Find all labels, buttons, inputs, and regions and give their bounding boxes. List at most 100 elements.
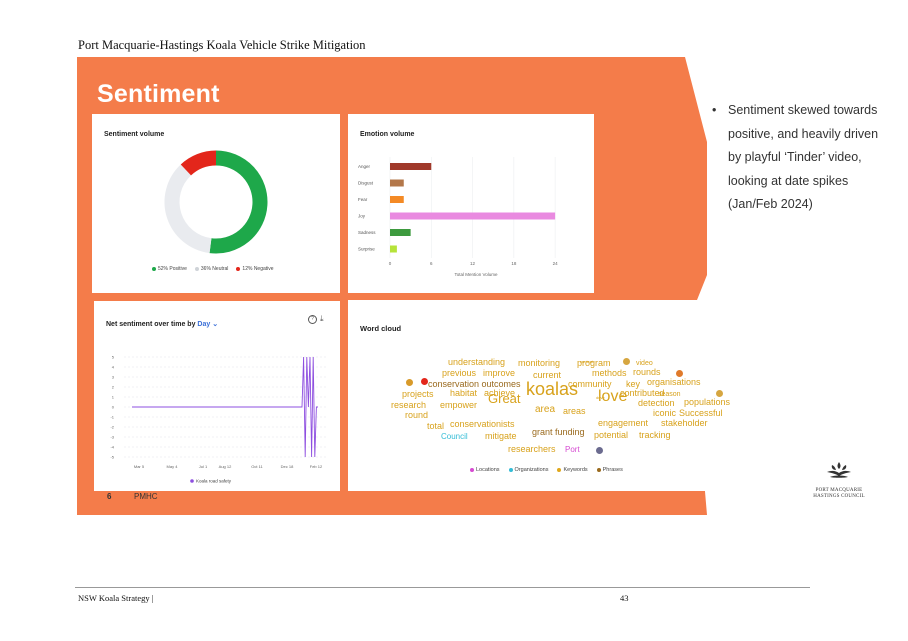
category-label: Joy xyxy=(358,214,366,219)
category-label: Sadness xyxy=(358,230,376,235)
footer-document-name: NSW Koala Strategy | xyxy=(78,593,154,603)
word-cloud-word: previous xyxy=(442,368,477,378)
legend-swatch xyxy=(194,267,199,271)
bar-surprise xyxy=(390,245,397,253)
word-cloud-title: Word cloud xyxy=(360,324,402,333)
help-icon[interactable]: ? xyxy=(308,315,317,324)
word-cloud-word: area xyxy=(535,404,556,415)
sentiment-donut-chart xyxy=(164,150,268,254)
word-cloud-word: conservation outcomes xyxy=(428,379,521,389)
word-cloud-word: detection xyxy=(638,398,675,408)
x-tick-label: Oct 11 xyxy=(251,464,263,469)
word-cloud-word: content xyxy=(580,359,594,364)
word-cloud-legend-item: Phrases xyxy=(596,467,623,473)
word-cloud-word: season xyxy=(658,391,681,398)
y-tick-label: 4 xyxy=(112,365,115,370)
word-cloud-word: research xyxy=(391,400,427,410)
word-cloud-word: Port xyxy=(565,445,580,454)
word-cloud-word: Council xyxy=(441,432,468,441)
word-cloud-word: empower xyxy=(440,400,478,410)
word-cloud-word: mitigate xyxy=(485,431,517,441)
sentiment-volume-panel: Sentiment volume 52% Positive 36% Neutral… xyxy=(92,114,340,293)
emotion-bar-chart: 0 6 12 18 24 Anger Disgust Fear Joy Sadness Surpri… xyxy=(358,157,558,277)
x-tick-label: 0 xyxy=(389,261,392,266)
donut-slice-positive xyxy=(209,150,268,254)
legend-label: Keywords xyxy=(563,467,588,473)
category-label: Fear xyxy=(358,197,368,202)
word-cloud-word: contributed xyxy=(620,388,665,398)
word-cloud-word: community xyxy=(568,379,612,389)
word-cloud-word: improve xyxy=(483,368,516,378)
y-tick-label: 3 xyxy=(112,375,115,380)
y-tick-label: -1 xyxy=(110,415,114,420)
chevron-down-icon: ⌄ xyxy=(212,321,219,328)
footer-rule xyxy=(75,587,810,588)
council-logo-mark xyxy=(827,462,851,478)
net-sentiment-title-text: Net sentiment over time by xyxy=(106,321,196,328)
slide-page-number: 6 xyxy=(107,492,112,501)
net-sentiment-line-chart: 5 4 3 2 1 0 -1 -2 -3 -4 -5 Mar 5 May 4 Jul 1 Aug 12 Oct… xyxy=(110,355,326,484)
category-label: Anger xyxy=(358,164,371,169)
net-sentiment-title: Net sentiment over time by Day ⌄ xyxy=(106,320,218,328)
word-cloud-word: conservationists xyxy=(450,419,515,429)
y-tick-label: 2 xyxy=(112,385,115,390)
emotion-volume-title: Emotion volume xyxy=(360,131,415,138)
word-cloud-word: areas xyxy=(563,406,586,416)
word-cloud-word: organisations xyxy=(647,377,701,387)
word-cloud-word: grant funding xyxy=(532,427,585,437)
granularity-dropdown[interactable]: Day ⌄ xyxy=(197,321,218,328)
word-cloud-legend-item: Locations xyxy=(470,467,500,473)
sentiment-legend-item: 12% Negative xyxy=(236,266,274,272)
legend-swatch xyxy=(152,267,156,271)
bullet-text: Sentiment skewed towards positive, and h… xyxy=(728,103,879,211)
sentiment-volume-title: Sentiment volume xyxy=(104,131,165,138)
legend-swatch xyxy=(508,468,513,472)
bullet-list: • Sentiment skewed towards positive, and … xyxy=(712,99,887,217)
sentiment-legend-item: 36% Neutral xyxy=(194,266,228,272)
slide: Sentiment Sentiment volume 52% Positive 3… xyxy=(77,57,780,515)
x-tick-label: Feb 12 xyxy=(310,464,323,469)
emoji-icon xyxy=(623,358,630,365)
word-cloud-panel: Word cloud understanding monitoring progra… xyxy=(348,300,780,491)
emoji-icon xyxy=(406,379,413,386)
word-cloud-word: iconic xyxy=(653,408,677,418)
x-tick-label: Jul 1 xyxy=(199,464,208,469)
word-cloud-word: current xyxy=(533,370,562,380)
word-cloud-word: achieve xyxy=(484,388,516,398)
word-cloud-word: key xyxy=(626,379,641,389)
bullet-marker: • xyxy=(712,103,717,117)
word-cloud-word: Successful xyxy=(679,408,723,418)
legend-label: Phrases xyxy=(602,467,623,473)
bullet-item: • Sentiment skewed towards positive, and … xyxy=(712,99,887,217)
legend-swatch xyxy=(470,468,474,472)
donut-slice-negative xyxy=(180,150,217,176)
word-cloud-word: tracking xyxy=(639,430,671,440)
sentiment-legend: 52% Positive 36% Neutral 12% Negative xyxy=(152,266,274,272)
net-sentiment-panel: Net sentiment over time by Day ⌄ ? ⤓ 5 4 3… xyxy=(94,301,340,491)
word-cloud-word: methods xyxy=(592,368,627,378)
y-tick-label: -2 xyxy=(110,425,114,430)
sentiment-legend-item: 52% Positive xyxy=(152,266,187,272)
word-cloud-word: projects xyxy=(402,389,434,399)
word-cloud-legend: Locations Organizations Keywords Phrases xyxy=(470,467,623,473)
y-tick-label: -5 xyxy=(110,455,114,460)
slide-org-label: PMHC xyxy=(134,492,158,501)
donut-slice-neutral xyxy=(164,164,212,254)
bar-anger xyxy=(390,163,432,170)
x-tick-label: May 4 xyxy=(167,464,179,469)
download-icon[interactable]: ⤓ xyxy=(320,314,324,323)
x-tick-label: Dec 18 xyxy=(281,464,294,469)
y-tick-label: -3 xyxy=(110,435,114,440)
word-cloud-word: researchers xyxy=(508,444,556,454)
legend-label: Koala road safety xyxy=(196,479,232,484)
footer-page-number: 43 xyxy=(620,593,629,603)
emoji-icon xyxy=(716,390,723,397)
legend-label: Organizations xyxy=(514,467,549,473)
legend-swatch xyxy=(236,267,241,271)
legend-swatch xyxy=(557,468,562,472)
legend-swatch xyxy=(190,479,194,483)
word-cloud-word: total xyxy=(427,421,445,431)
y-tick-label: 1 xyxy=(112,395,115,400)
x-axis-label: Total Mention Volume xyxy=(454,272,498,277)
emoji-icon xyxy=(596,447,603,454)
